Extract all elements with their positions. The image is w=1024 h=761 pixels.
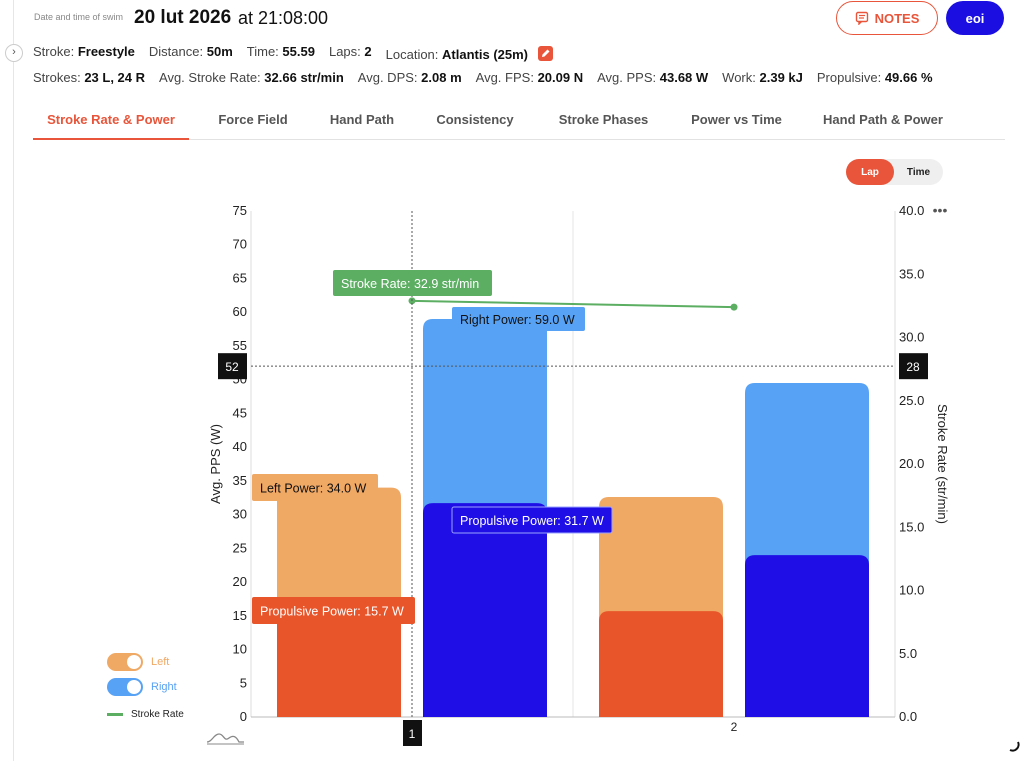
- crosshair-x-badge: [403, 720, 422, 746]
- y-left-tick-label: 30: [233, 507, 247, 522]
- crosshair-x-value: 1: [409, 727, 416, 741]
- tooltip-right-power-box: [452, 307, 585, 331]
- legend-stroke-rate-line: [107, 713, 123, 716]
- summary-location: Location: Atlantis (25m): [386, 44, 553, 62]
- edit-location-icon[interactable]: [537, 46, 553, 61]
- bar-right-propulsive: [745, 555, 869, 717]
- y-right-tick-label: 0.0: [899, 709, 917, 724]
- summary-avg-pps: Avg. PPS: 43.68 W: [597, 70, 709, 85]
- summary-distance: Distance: 50m: [148, 44, 233, 59]
- summary-row-2: Strokes: 23 L, 24 R Avg. Stroke Rate: 32…: [33, 70, 947, 85]
- tab-force-field[interactable]: Force Field: [218, 111, 288, 127]
- legend-stroke-rate[interactable]: Stroke Rate: [107, 709, 184, 720]
- tooltip-propulsive-left-box: [252, 597, 415, 624]
- swim-time: 21:08:00: [258, 8, 329, 28]
- summary-strokes: Strokes: 23 L, 24 R: [33, 70, 146, 85]
- datetime-at: at: [238, 8, 254, 28]
- bar-left-propulsive: [277, 611, 401, 717]
- summary-propulsive: Propulsive: 49.66 %: [816, 70, 933, 85]
- y-left-tick-label: 65: [233, 270, 247, 285]
- tab-consistency[interactable]: Consistency: [436, 111, 514, 127]
- y-right-tick-label: 10.0: [899, 583, 924, 598]
- tab-hand-path-power[interactable]: Hand Path & Power: [823, 111, 943, 127]
- legend-left-label: Left: [151, 656, 170, 668]
- y-right-axis-title: Stroke Rate (str/min): [935, 404, 950, 524]
- tooltip-left-power: Left Power: 34.0 W: [260, 482, 367, 496]
- loading-spinner-icon: [1009, 741, 1020, 752]
- y-left-axis-title: Avg. PPS (W): [208, 424, 223, 504]
- summary-avg-stroke-rate: Avg. Stroke Rate: 32.66 str/min: [159, 70, 344, 85]
- tooltip-right-power: Right Power: 59.0 W: [460, 313, 575, 327]
- toggle-lap[interactable]: Lap: [846, 159, 894, 185]
- y-left-tick-label: 25: [233, 540, 247, 555]
- crosshair-right-value: 28: [906, 360, 920, 374]
- stroke-rate-point: [730, 303, 738, 311]
- legend-right-toggle[interactable]: [107, 678, 143, 696]
- summary-avg-dps: Avg. DPS: 2.08 m: [357, 70, 462, 85]
- expand-sidebar-button[interactable]: ›: [5, 44, 23, 62]
- y-right-tick-label: 35.0: [899, 266, 924, 281]
- legend-left[interactable]: Left: [107, 653, 169, 671]
- y-left-tick-label: 75: [233, 203, 247, 218]
- lap-time-toggle: Lap Time: [846, 159, 943, 185]
- y-left-tick-label: 55: [233, 338, 247, 353]
- summary-stroke: Stroke: Freestyle: [33, 44, 135, 59]
- tooltip-propulsive-left: Propulsive Power: 15.7 W: [260, 605, 404, 619]
- wave-icon[interactable]: [206, 730, 246, 746]
- y-right-tick-label: 20.0: [899, 456, 924, 471]
- chevron-right-icon: ›: [12, 46, 16, 58]
- bar-left-propulsive: [599, 611, 723, 717]
- tooltip-stroke-rate: Stroke Rate: 32.9 str/min: [341, 277, 479, 291]
- y-right-tick-label: 40.0: [899, 203, 924, 218]
- y-right-tick-label: 15.0: [899, 519, 924, 534]
- y-left-tick-label: 0: [240, 709, 247, 724]
- summary-time: Time: 55.59: [246, 44, 315, 59]
- y-right-tick-label: 25.0: [899, 393, 924, 408]
- y-left-tick-label: 10: [233, 642, 247, 657]
- legend-stroke-rate-label: Stroke Rate: [131, 709, 184, 720]
- y-left-tick-label: 15: [233, 608, 247, 623]
- datetime-label: Date and time of swim: [34, 12, 124, 22]
- y-left-tick-label: 40: [233, 439, 247, 454]
- crosshair-right-badge: [899, 353, 928, 380]
- x-tick-label: 2: [731, 720, 738, 734]
- user-avatar-button[interactable]: eoi: [946, 1, 1004, 35]
- tab-power-vs-time[interactable]: Power vs Time: [691, 111, 782, 127]
- crosshair-left-value: 52: [225, 360, 239, 374]
- bar-right-propulsive: [423, 503, 547, 717]
- y-right-tick-label: 5.0: [899, 646, 917, 661]
- y-left-tick-label: 45: [233, 405, 247, 420]
- y-left-tick-label: 5: [240, 675, 247, 690]
- tab-stroke-rate-power[interactable]: Stroke Rate & Power: [33, 100, 189, 140]
- y-left-tick-label: 60: [233, 304, 247, 319]
- y-left-tick-label: 20: [233, 574, 247, 589]
- summary-laps: Laps: 2: [328, 44, 372, 59]
- tooltip-propulsive-right: Propulsive Power: 31.7 W: [460, 514, 604, 528]
- left-rail: [0, 0, 14, 761]
- notes-label: NOTES: [874, 10, 920, 26]
- toggle-time[interactable]: Time: [906, 166, 931, 178]
- tab-bar: Stroke Rate & Power Force Field Hand Pat…: [33, 100, 1005, 140]
- swim-date: 20 lut 2026: [134, 7, 232, 28]
- legend-right[interactable]: Right: [107, 678, 177, 696]
- tooltip-stroke-rate-box: [333, 270, 492, 296]
- summary-work: Work: 2.39 kJ: [722, 70, 803, 85]
- y-left-tick-label: 70: [233, 237, 247, 252]
- chart-menu-icon[interactable]: •••: [933, 202, 948, 218]
- crosshair-left-badge: [218, 353, 247, 380]
- summary-avg-fps: Avg. FPS: 20.09 N: [475, 70, 584, 85]
- tab-stroke-phases[interactable]: Stroke Phases: [558, 111, 649, 127]
- legend-left-toggle[interactable]: [107, 653, 143, 671]
- tab-hand-path[interactable]: Hand Path: [329, 111, 395, 127]
- notes-button[interactable]: NOTES: [836, 1, 938, 35]
- y-right-tick-label: 30.0: [899, 330, 924, 345]
- summary-row-1: Stroke: Freestyle Distance: 50m Time: 55…: [33, 44, 567, 62]
- notes-icon: [855, 11, 868, 25]
- y-left-tick-label: 35: [233, 473, 247, 488]
- tooltip-left-power-box: [252, 474, 378, 501]
- stroke-rate-line: [411, 299, 735, 309]
- tooltip-propulsive-right-box: [451, 506, 613, 534]
- legend-right-label: Right: [151, 681, 177, 693]
